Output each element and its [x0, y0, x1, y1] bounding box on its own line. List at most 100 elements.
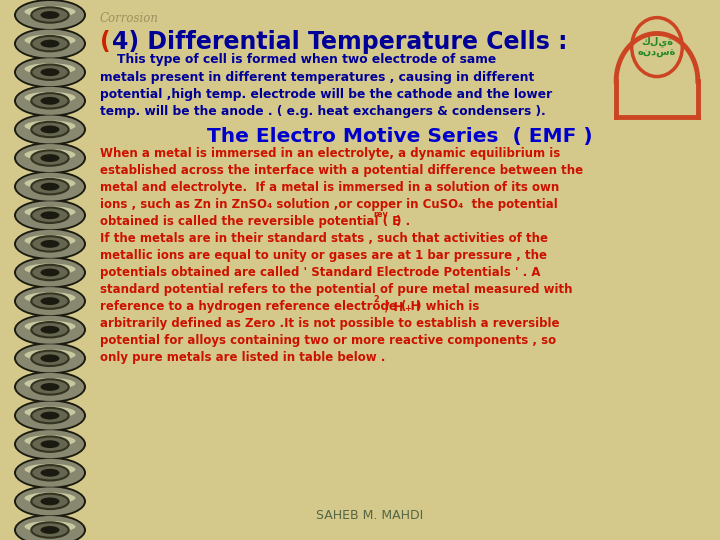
Ellipse shape	[14, 56, 86, 88]
Ellipse shape	[40, 354, 60, 362]
Ellipse shape	[31, 408, 68, 423]
Ellipse shape	[16, 459, 84, 487]
Text: The Electro Motive Series  ( EMF ): The Electro Motive Series ( EMF )	[207, 127, 593, 146]
Ellipse shape	[24, 149, 76, 160]
Ellipse shape	[16, 316, 84, 344]
Text: established across the interface with a potential difference between the: established across the interface with a …	[100, 164, 583, 177]
Ellipse shape	[16, 116, 84, 144]
Text: / H: / H	[381, 300, 403, 313]
Text: metals present in different temperatures , causing in different: metals present in different temperatures…	[100, 71, 534, 84]
Ellipse shape	[40, 383, 60, 391]
Ellipse shape	[14, 228, 86, 260]
Ellipse shape	[14, 485, 86, 517]
Ellipse shape	[14, 28, 86, 59]
Ellipse shape	[14, 285, 86, 317]
Text: rev: rev	[374, 210, 388, 219]
Ellipse shape	[14, 457, 86, 489]
Ellipse shape	[24, 235, 76, 246]
Ellipse shape	[31, 265, 68, 280]
Ellipse shape	[14, 314, 86, 346]
Ellipse shape	[16, 402, 84, 429]
Text: potential ,high temp. electrode will be the cathode and the lower: potential ,high temp. electrode will be …	[100, 88, 552, 101]
Ellipse shape	[31, 293, 68, 309]
Text: obtained is called the reversible potential ( E: obtained is called the reversible potent…	[100, 215, 400, 228]
Ellipse shape	[31, 8, 68, 23]
Ellipse shape	[24, 120, 76, 132]
Ellipse shape	[24, 292, 76, 303]
Ellipse shape	[16, 259, 84, 287]
Ellipse shape	[31, 522, 68, 538]
Ellipse shape	[40, 125, 60, 133]
Ellipse shape	[16, 173, 84, 201]
Ellipse shape	[16, 230, 84, 258]
Ellipse shape	[31, 236, 68, 252]
Ellipse shape	[14, 428, 86, 460]
Ellipse shape	[14, 85, 86, 117]
Ellipse shape	[40, 440, 60, 448]
Ellipse shape	[24, 464, 76, 475]
Ellipse shape	[40, 526, 60, 534]
Ellipse shape	[24, 407, 76, 418]
Ellipse shape	[24, 264, 76, 275]
Text: Corrosion: Corrosion	[100, 12, 159, 25]
Ellipse shape	[31, 494, 68, 509]
Ellipse shape	[31, 436, 68, 452]
Text: كلية
هندسة: كلية هندسة	[638, 36, 676, 58]
Ellipse shape	[24, 321, 76, 332]
Text: (: (	[100, 30, 111, 54]
Ellipse shape	[31, 379, 68, 395]
Ellipse shape	[31, 465, 68, 481]
Ellipse shape	[16, 1, 84, 29]
Ellipse shape	[40, 211, 60, 219]
Text: metallic ions are equal to unity or gases are at 1 bar pressure , the: metallic ions are equal to unity or gase…	[100, 249, 547, 262]
Ellipse shape	[24, 178, 76, 189]
Ellipse shape	[31, 179, 68, 194]
Ellipse shape	[40, 268, 60, 276]
Bar	[40, 0, 60, 540]
Ellipse shape	[24, 521, 76, 532]
Ellipse shape	[16, 287, 84, 315]
Text: metal and electrolyte.  If a metal is immersed in a solution of its own: metal and electrolyte. If a metal is imm…	[100, 181, 559, 194]
Ellipse shape	[14, 514, 86, 540]
Ellipse shape	[40, 469, 60, 477]
Ellipse shape	[16, 144, 84, 172]
Ellipse shape	[40, 40, 60, 48]
Ellipse shape	[16, 373, 84, 401]
Ellipse shape	[14, 400, 86, 431]
Ellipse shape	[31, 350, 68, 366]
Ellipse shape	[16, 201, 84, 229]
Text: When a metal is immersed in an electrolyte, a dynamic equilibrium is: When a metal is immersed in an electroly…	[100, 147, 560, 160]
Ellipse shape	[14, 171, 86, 202]
Ellipse shape	[31, 64, 68, 80]
Text: 2: 2	[374, 295, 379, 304]
Ellipse shape	[31, 207, 68, 223]
Ellipse shape	[16, 58, 84, 86]
Text: only pure metals are listed in table below .: only pure metals are listed in table bel…	[100, 351, 385, 364]
Ellipse shape	[40, 183, 60, 191]
Ellipse shape	[24, 6, 76, 17]
Ellipse shape	[40, 68, 60, 76]
Ellipse shape	[40, 411, 60, 420]
Ellipse shape	[24, 206, 76, 218]
Text: potentials obtained are called ' Standard Electrode Potentials ' . A: potentials obtained are called ' Standar…	[100, 266, 541, 279]
Ellipse shape	[14, 113, 86, 145]
Ellipse shape	[31, 122, 68, 137]
Text: This type of cell is formed when two electrode of same: This type of cell is formed when two ele…	[100, 53, 496, 66]
Ellipse shape	[40, 97, 60, 105]
Text: ) .: ) .	[392, 215, 410, 228]
Text: If the metals are in their standard stats , such that activities of the: If the metals are in their standard stat…	[100, 232, 548, 245]
Ellipse shape	[31, 150, 68, 166]
Ellipse shape	[14, 142, 86, 174]
Text: reference to a hydrogen reference electrode ( H: reference to a hydrogen reference electr…	[100, 300, 420, 313]
Ellipse shape	[14, 371, 86, 403]
Ellipse shape	[16, 488, 84, 515]
Ellipse shape	[14, 199, 86, 231]
Ellipse shape	[16, 516, 84, 540]
Text: +: +	[404, 304, 410, 313]
Text: potential for alloys containing two or more reactive components , so: potential for alloys containing two or m…	[100, 334, 556, 347]
Ellipse shape	[40, 326, 60, 334]
Ellipse shape	[40, 497, 60, 505]
Ellipse shape	[24, 435, 76, 447]
Text: arbitrarily defined as Zero .It is not possible to establish a reversible: arbitrarily defined as Zero .It is not p…	[100, 317, 559, 330]
Ellipse shape	[16, 430, 84, 458]
